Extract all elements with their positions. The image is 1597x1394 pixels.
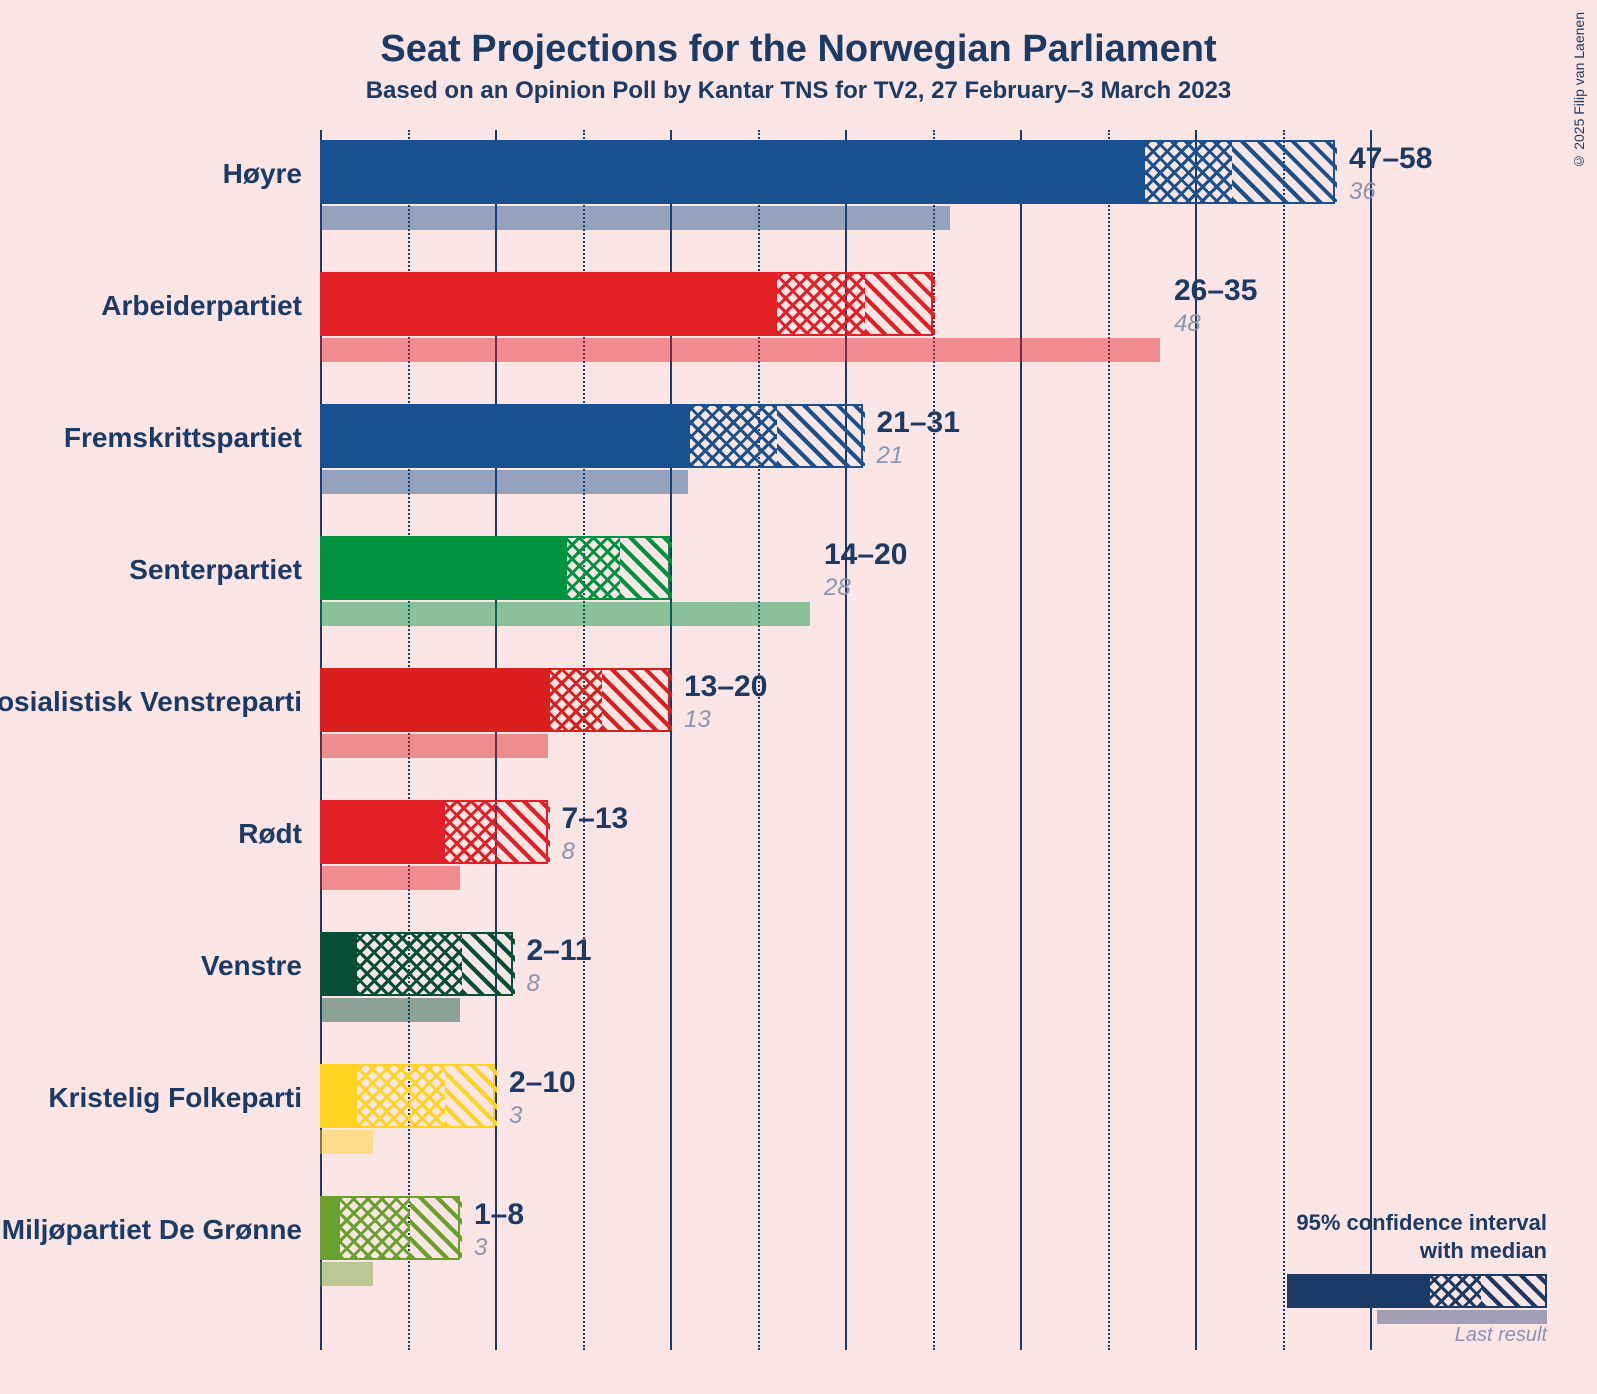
bar-segment-low	[322, 802, 445, 862]
projection-bar	[320, 668, 670, 732]
range-label: 2–10	[509, 1066, 576, 1100]
bar-segment-low	[322, 142, 1145, 202]
last-result-bar	[320, 470, 688, 494]
bar-segment-high	[462, 934, 515, 994]
last-result-label: 3	[474, 1234, 487, 1262]
party-label: Høyre	[223, 158, 320, 190]
legend-ci-label: 95% confidence interval with median	[1287, 1209, 1547, 1266]
legend-sample-bar: Last result	[1287, 1274, 1547, 1334]
range-label: 47–58	[1349, 142, 1432, 176]
range-label: 2–11	[527, 934, 592, 968]
bar-segment-median	[777, 274, 865, 334]
party-row: Fremskrittspartiet21–3121	[320, 398, 1370, 530]
legend-line1: 95% confidence interval	[1296, 1210, 1547, 1235]
bar-segment-median	[357, 934, 462, 994]
range-label: 14–20	[824, 538, 907, 572]
bar-segment-low	[322, 934, 357, 994]
bar-segment-high	[1232, 142, 1337, 202]
range-label: 21–31	[877, 406, 960, 440]
bar-segment-high	[602, 670, 672, 730]
party-row: Kristelig Folkeparti2–103	[320, 1058, 1370, 1190]
last-result-label: 8	[527, 970, 540, 998]
party-label: Rødt	[238, 818, 320, 850]
last-result-label: 28	[824, 574, 851, 602]
chart-subtitle: Based on an Opinion Poll by Kantar TNS f…	[0, 77, 1597, 105]
bar-segment-high	[410, 1198, 463, 1258]
chart-title: Seat Projections for the Norwegian Parli…	[0, 0, 1597, 71]
legend-line2: with median	[1420, 1238, 1547, 1263]
last-result-label: 36	[1349, 178, 1376, 206]
bar-segment-low	[322, 538, 567, 598]
projection-bar	[320, 272, 933, 336]
range-label: 7–13	[562, 802, 629, 836]
last-result-label: 21	[877, 442, 904, 470]
last-result-bar	[320, 206, 950, 230]
projection-bar	[320, 1064, 495, 1128]
projection-bar	[320, 140, 1335, 204]
party-row: Arbeiderpartiet26–3548	[320, 266, 1370, 398]
last-result-bar	[320, 998, 460, 1022]
copyright-text: © 2025 Filip van Laenen	[1571, 12, 1587, 170]
last-result-label: 3	[509, 1102, 522, 1130]
bar-segment-median	[340, 1198, 410, 1258]
party-label: Arbeiderpartiet	[101, 290, 320, 322]
last-result-bar	[320, 866, 460, 890]
bar-segment-low	[322, 406, 690, 466]
bar-segment-high	[777, 406, 865, 466]
legend: 95% confidence interval with median Last…	[1287, 1209, 1547, 1334]
party-row: Venstre2–118	[320, 926, 1370, 1058]
projection-bar	[320, 536, 670, 600]
party-label: Venstre	[201, 950, 320, 982]
range-label: 1–8	[474, 1198, 524, 1232]
last-result-bar	[320, 338, 1160, 362]
party-label: Fremskrittspartiet	[64, 422, 320, 454]
chart-plot-area: Høyre47–5836Arbeiderpartiet26–3548Fremsk…	[320, 130, 1370, 1350]
bar-segment-median	[690, 406, 778, 466]
bar-segment-low	[322, 1198, 340, 1258]
bar-segment-median	[567, 538, 620, 598]
projection-bar	[320, 1196, 460, 1260]
bar-segment-high	[497, 802, 550, 862]
party-label: Kristelig Folkeparti	[48, 1082, 320, 1114]
bar-segment-median	[445, 802, 498, 862]
party-row: Rødt7–138	[320, 794, 1370, 926]
legend-last-result-label: Last result	[1455, 1324, 1547, 1347]
last-result-bar	[320, 1262, 373, 1286]
range-label: 13–20	[684, 670, 767, 704]
bar-segment-low	[322, 1066, 357, 1126]
last-result-bar	[320, 1130, 373, 1154]
bar-segment-high	[620, 538, 673, 598]
bar-segment-low	[322, 274, 777, 334]
party-label: Senterpartiet	[129, 554, 320, 586]
party-row: Høyre47–5836	[320, 134, 1370, 266]
party-label: Sosialistisk Venstreparti	[0, 686, 320, 718]
last-result-bar	[320, 734, 548, 758]
projection-bar	[320, 404, 863, 468]
bar-segment-high	[865, 274, 935, 334]
bar-segment-median	[357, 1066, 445, 1126]
bar-segment-low	[322, 670, 550, 730]
party-label: Miljøpartiet De Grønne	[2, 1214, 320, 1246]
range-label: 26–35	[1174, 274, 1257, 308]
party-row: Senterpartiet14–2028	[320, 530, 1370, 662]
gridline-major	[1370, 130, 1372, 1350]
last-result-label: 8	[562, 838, 575, 866]
projection-bar	[320, 932, 513, 996]
bar-segment-high	[445, 1066, 498, 1126]
last-result-label: 48	[1174, 310, 1201, 338]
last-result-label: 13	[684, 706, 711, 734]
party-row: Sosialistisk Venstreparti13–2013	[320, 662, 1370, 794]
last-result-bar	[320, 602, 810, 626]
projection-bar	[320, 800, 548, 864]
bar-segment-median	[550, 670, 603, 730]
party-row: Miljøpartiet De Grønne1–83	[320, 1190, 1370, 1322]
bar-segment-median	[1145, 142, 1233, 202]
